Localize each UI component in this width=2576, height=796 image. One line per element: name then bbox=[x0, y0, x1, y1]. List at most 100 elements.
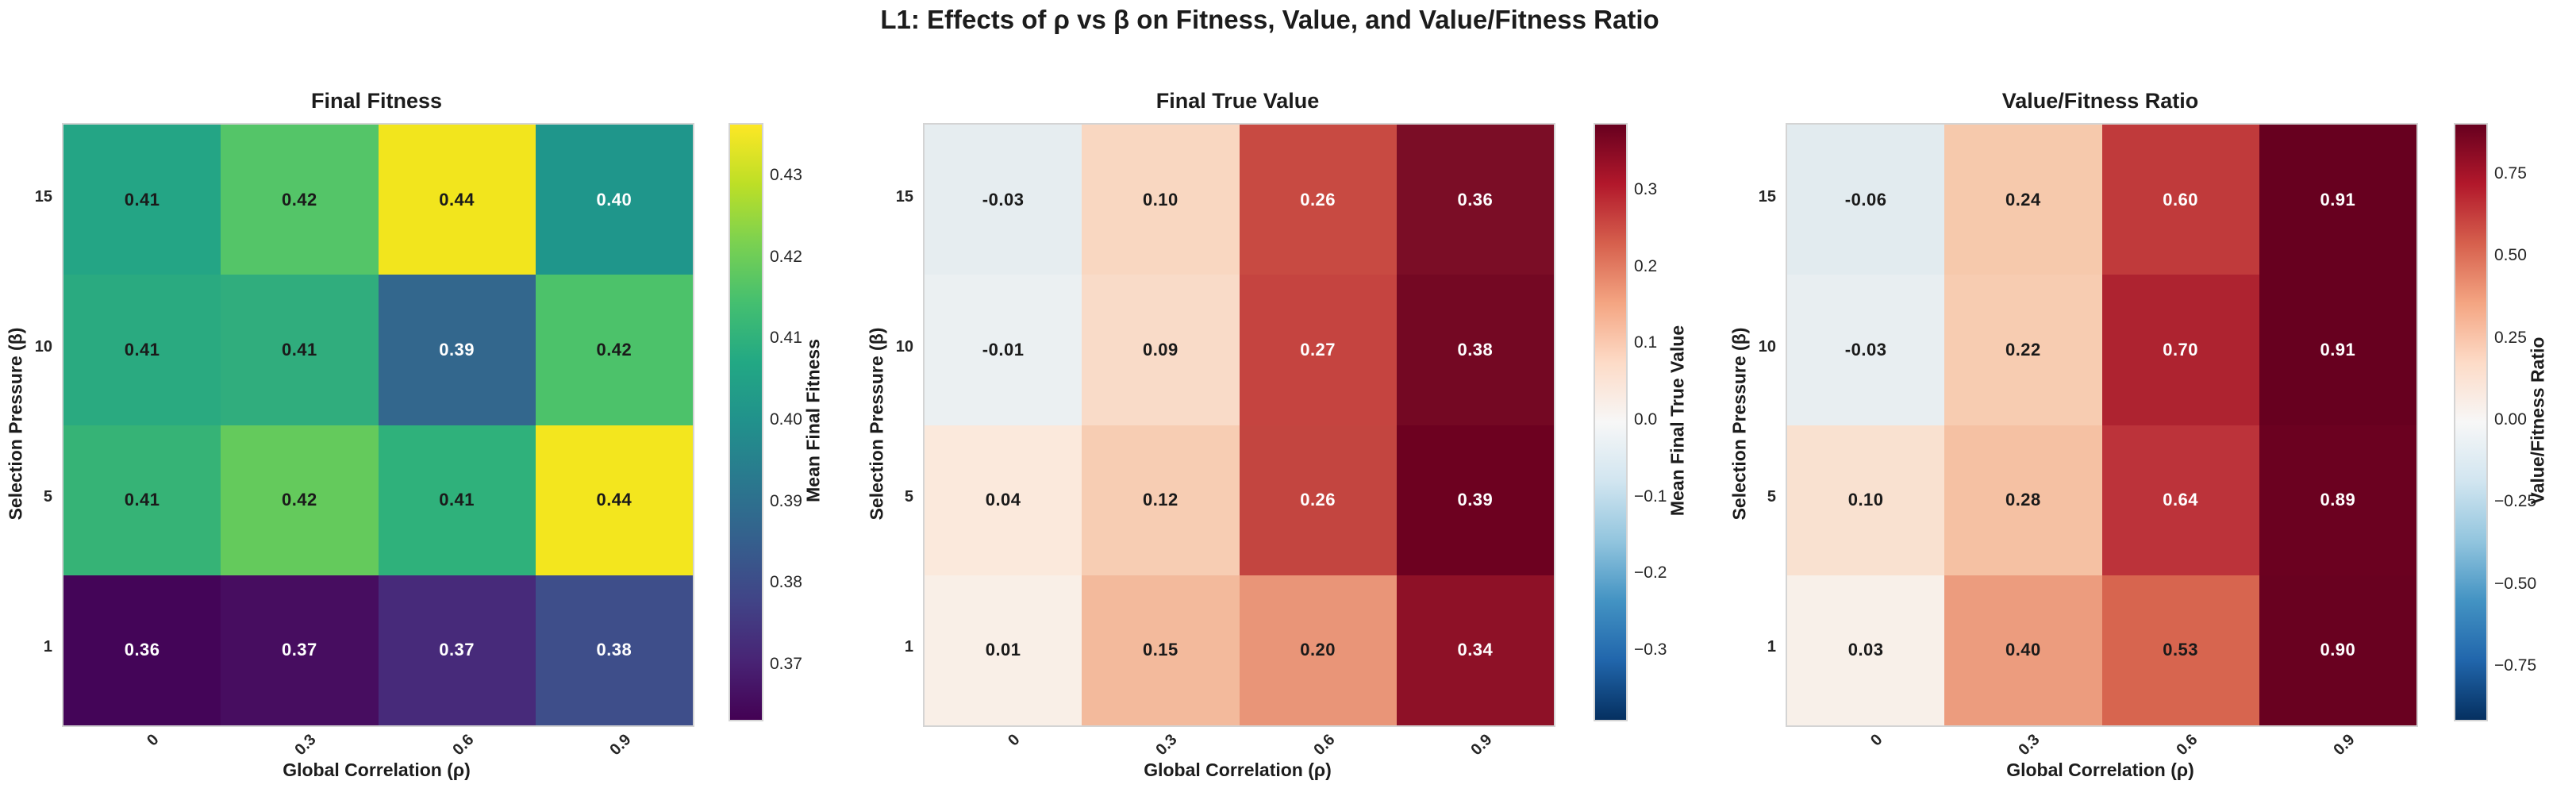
cell-value: 0.26 bbox=[1300, 189, 1336, 210]
heatmap-cell: 0.36 bbox=[1396, 125, 1554, 275]
heatmap-cell: 0.89 bbox=[2259, 425, 2416, 575]
cell-value: -0.06 bbox=[1844, 189, 1887, 210]
colorbar-tick-label: −0.1 bbox=[1634, 486, 1667, 506]
y-tick-label: 5 bbox=[43, 488, 52, 506]
heatmap-cell: 0.42 bbox=[221, 125, 379, 275]
cell-value: 0.10 bbox=[1142, 189, 1178, 210]
heatmap-cell: -0.03 bbox=[1787, 275, 1945, 425]
cell-value: -0.03 bbox=[1844, 339, 1887, 360]
cell-value: 0.41 bbox=[281, 339, 317, 360]
heatmap-cell: 0.60 bbox=[2101, 125, 2259, 275]
heatmap-cell: 0.41 bbox=[378, 425, 536, 575]
cell-value: 0.42 bbox=[596, 339, 632, 360]
y-tick-label: 10 bbox=[895, 337, 913, 356]
cell-value: 0.04 bbox=[985, 490, 1021, 510]
colorbar-tick-label: 0.39 bbox=[770, 491, 802, 510]
heatmap-cell: 0.41 bbox=[63, 275, 221, 425]
cell-value: 0.64 bbox=[2163, 490, 2199, 510]
y-tick-label: 1 bbox=[43, 638, 52, 656]
cell-value: 0.41 bbox=[124, 339, 160, 360]
heatmap-cell: 0.10 bbox=[1787, 425, 1945, 575]
cell-value: 0.89 bbox=[2320, 490, 2356, 510]
colorbar-label: Mean Final True Value bbox=[1667, 325, 1688, 517]
heatmap-cell: 0.39 bbox=[378, 275, 536, 425]
cell-value: 0.39 bbox=[439, 339, 475, 360]
colorbar-tick-label: 0.37 bbox=[770, 655, 802, 674]
cell-value: 0.37 bbox=[439, 640, 475, 660]
heatmap-cell: 0.09 bbox=[1082, 275, 1240, 425]
cell-value: 0.41 bbox=[439, 490, 475, 510]
cell-value: 0.42 bbox=[281, 189, 317, 210]
cell-value: 0.38 bbox=[596, 640, 632, 660]
colorbar-tick-label: 0.75 bbox=[2494, 163, 2527, 183]
cell-value: 0.44 bbox=[439, 189, 475, 210]
heatmap-cell: 0.36 bbox=[63, 575, 221, 725]
colorbar-tick-label: −0.75 bbox=[2494, 656, 2537, 675]
y-tick-label: 10 bbox=[1758, 337, 1776, 356]
heatmap-cell: 0.03 bbox=[1787, 575, 1945, 725]
cell-value: 0.15 bbox=[1142, 640, 1178, 660]
cell-value: 0.42 bbox=[281, 490, 317, 510]
cell-value: 0.38 bbox=[1457, 339, 1494, 360]
cell-value: 0.37 bbox=[281, 640, 317, 660]
heatmap-cell: 0.34 bbox=[1396, 575, 1554, 725]
colorbar-tick-label: −0.25 bbox=[2494, 492, 2537, 511]
heatmap-cell: 0.22 bbox=[1944, 275, 2102, 425]
cell-value: 0.22 bbox=[2005, 339, 2041, 360]
heatmap-cell: -0.06 bbox=[1787, 125, 1945, 275]
colorbar-tick-label: 0.41 bbox=[770, 329, 802, 348]
heatmap-cell: 0.39 bbox=[1396, 425, 1554, 575]
cell-value: 0.60 bbox=[2163, 189, 2199, 210]
cell-value: 0.36 bbox=[1457, 189, 1494, 210]
heatmap-cell: 0.38 bbox=[1396, 275, 1554, 425]
colorbar-label: Mean Final Fitness bbox=[802, 339, 824, 502]
cell-value: 0.41 bbox=[124, 490, 160, 510]
cell-value: 0.41 bbox=[124, 189, 160, 210]
heatmap-cell: 0.70 bbox=[2101, 275, 2259, 425]
panel-title: Final True Value bbox=[1155, 89, 1320, 113]
heatmap-cell: 0.53 bbox=[2101, 575, 2259, 725]
y-axis-label: Selection Pressure (β) bbox=[5, 327, 26, 520]
cell-value: 0.53 bbox=[2163, 640, 2199, 660]
cell-value: 0.27 bbox=[1300, 339, 1336, 360]
y-axis-label: Selection Pressure (β) bbox=[866, 327, 887, 520]
colorbar bbox=[1594, 123, 1628, 721]
colorbar-tick-label: −0.3 bbox=[1634, 640, 1667, 659]
heatmap-cell: 0.90 bbox=[2259, 575, 2416, 725]
cell-value: 0.39 bbox=[1457, 490, 1494, 510]
heatmap-cell: 0.91 bbox=[2259, 125, 2416, 275]
cell-value: 0.26 bbox=[1300, 490, 1336, 510]
colorbar-tick-label: 0.50 bbox=[2494, 246, 2527, 265]
colorbar bbox=[2454, 123, 2488, 721]
heatmap-cell: 0.15 bbox=[1082, 575, 1240, 725]
heatmap-cell: 0.40 bbox=[1944, 575, 2102, 725]
cell-value: 0.91 bbox=[2320, 189, 2356, 210]
colorbar-tick-label: 0.43 bbox=[770, 165, 802, 184]
heatmap-cell: 0.26 bbox=[1239, 425, 1397, 575]
x-axis-label: Global Correlation (ρ) bbox=[283, 759, 471, 780]
y-tick-label: 10 bbox=[34, 337, 52, 356]
heatmap-cell: 0.38 bbox=[535, 575, 693, 725]
cell-value: 0.44 bbox=[596, 490, 632, 510]
heatmap-cell: 0.41 bbox=[221, 275, 379, 425]
cell-value: 0.24 bbox=[2005, 189, 2041, 210]
heatmap-cell: 0.28 bbox=[1944, 425, 2102, 575]
y-tick-label: 15 bbox=[34, 187, 52, 206]
panel-title: Final Fitness bbox=[310, 89, 443, 113]
colorbar-tick-label: 0.40 bbox=[770, 410, 802, 429]
figure-title: L1: Effects of ρ vs β on Fitness, Value,… bbox=[880, 5, 1659, 34]
colorbar-tick-label: 0.42 bbox=[770, 247, 802, 266]
heatmap-plot: -0.03 0.10 0.26 0.36 -0.01 0.09 0.27 0.38 0.04 0.… bbox=[923, 123, 1555, 727]
cell-value: 0.34 bbox=[1457, 640, 1494, 660]
cell-value: 0.10 bbox=[1847, 490, 1884, 510]
cell-value: 0.36 bbox=[124, 640, 160, 660]
heatmap-cell: 0.27 bbox=[1239, 275, 1397, 425]
y-tick-label: 5 bbox=[1767, 488, 1776, 506]
x-axis-label: Global Correlation (ρ) bbox=[1144, 759, 1332, 780]
cell-value: 0.91 bbox=[2320, 339, 2356, 360]
cell-value: 0.01 bbox=[985, 640, 1021, 660]
heatmap-cell: 0.12 bbox=[1082, 425, 1240, 575]
heatmap-cell: 0.04 bbox=[925, 425, 1082, 575]
colorbar-tick-label: 0.3 bbox=[1634, 179, 1658, 198]
colorbar-tick-label: 0.0 bbox=[1634, 410, 1658, 429]
